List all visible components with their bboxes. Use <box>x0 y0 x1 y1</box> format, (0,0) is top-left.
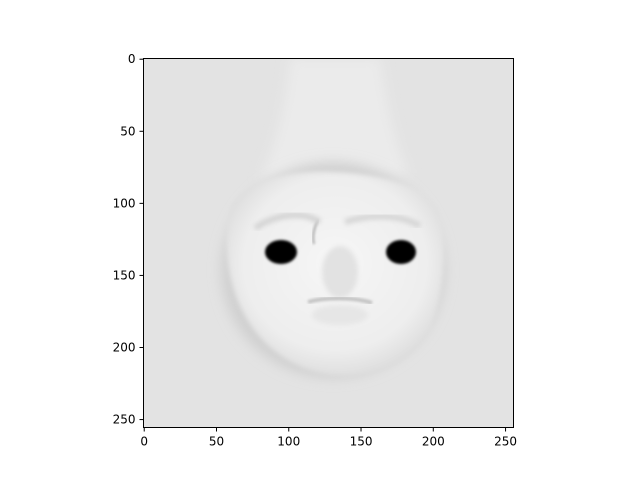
x-axis-ticks: 0 50 100 150 200 250 <box>140 427 517 449</box>
x-tick-label: 200 <box>422 435 445 449</box>
mouth-line <box>307 296 373 305</box>
x-tick-label: 100 <box>277 435 300 449</box>
x-tick-label: 150 <box>350 435 373 449</box>
y-tick-label: 100 <box>113 196 136 210</box>
x-tick-label: 0 <box>140 435 148 449</box>
y-tick-label: 200 <box>113 341 136 355</box>
right-eye <box>386 240 416 264</box>
axes-frame <box>143 58 514 428</box>
x-tick-label: 50 <box>209 435 224 449</box>
y-tick-label: 250 <box>113 413 136 427</box>
y-tick-label: 50 <box>120 124 135 138</box>
x-tick-label: 250 <box>494 435 517 449</box>
image-area <box>143 58 513 427</box>
y-tick-label: 150 <box>113 268 136 282</box>
brow-shade <box>253 212 322 231</box>
y-tick-label: 0 <box>128 52 136 66</box>
left-eye <box>265 240 297 264</box>
neck-region <box>260 58 410 180</box>
y-axis-ticks: 0 50 100 150 200 250 <box>113 52 144 427</box>
nose-shade <box>322 246 358 298</box>
brow-shade-right <box>344 213 422 229</box>
lower-lip <box>312 305 368 325</box>
